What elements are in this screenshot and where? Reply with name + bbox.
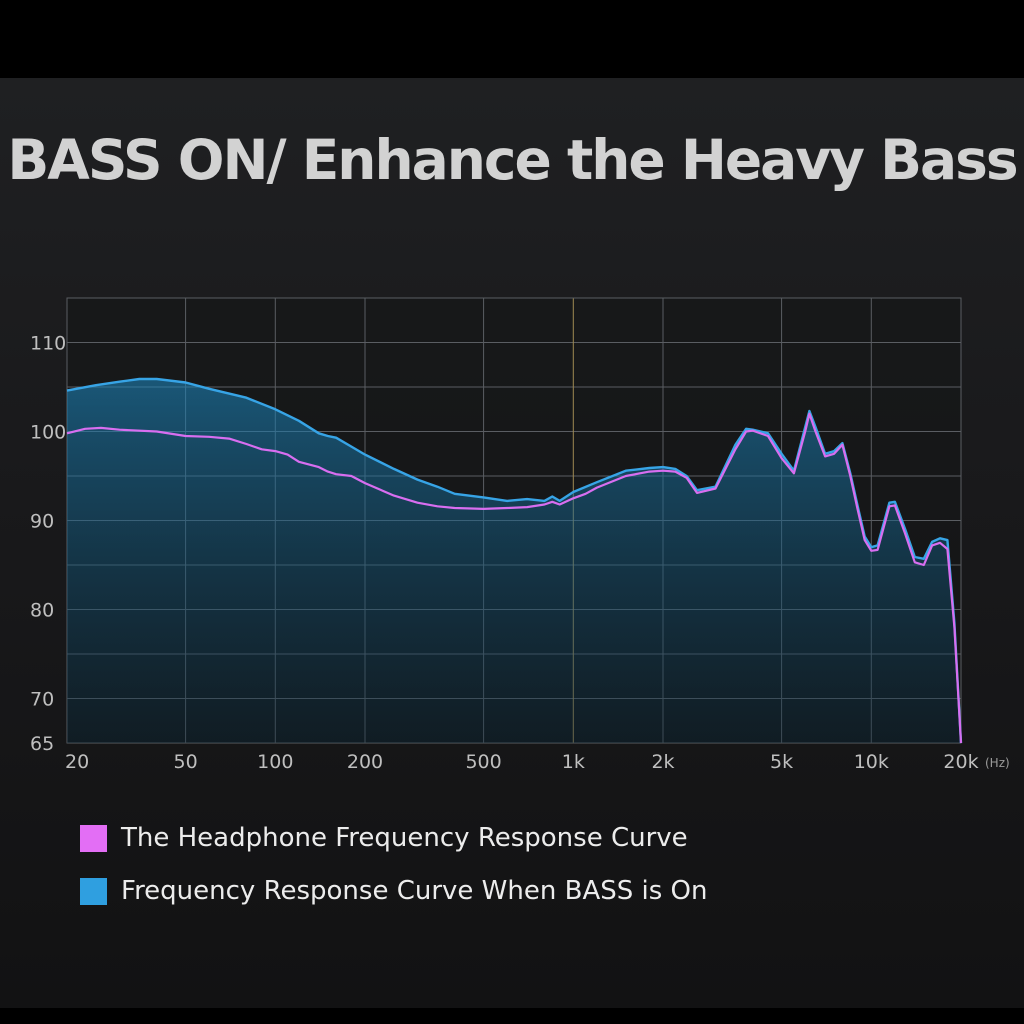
bass-on-area-fill [67,379,961,743]
x-tick-label: 100 [257,751,293,773]
series-line-bass-on [66,377,963,744]
x-tick-label: 200 [347,751,383,773]
x-tick-label: 500 [465,751,501,773]
y-tick-label: 100 [30,422,66,444]
legend-swatch-headphone [80,824,107,852]
y-tick-label: 65 [30,733,54,755]
x-tick-label: 10k [854,751,889,773]
y-tick-label: 110 [30,333,66,355]
x-tick-label: 1k [562,751,585,773]
legend-item-headphone: The Headphone Frequency Response Curve [80,823,688,853]
legend-label-headphone: The Headphone Frequency Response Curve [121,823,688,853]
x-tick-label: 5k [770,751,793,773]
legend-label-bass-on: Frequency Response Curve When BASS is On [121,876,708,906]
legend-item-bass-on: Frequency Response Curve When BASS is On [80,876,708,906]
x-unit-label: (Hz) [985,756,1010,770]
x-tick-label: 20 [65,751,89,773]
y-tick-label: 90 [30,511,54,533]
y-tick-label: 80 [30,600,54,622]
y-tick-label: 70 [30,689,54,711]
chart-title: BASS ON/ Enhance the Heavy Bass [7,128,1018,192]
legend-swatch-bass-on [80,877,107,905]
x-tick-label: 20k [943,751,978,773]
x-tick-label: 50 [173,751,197,773]
series-line-headphone [66,412,963,744]
x-tick-label: 2k [651,751,674,773]
